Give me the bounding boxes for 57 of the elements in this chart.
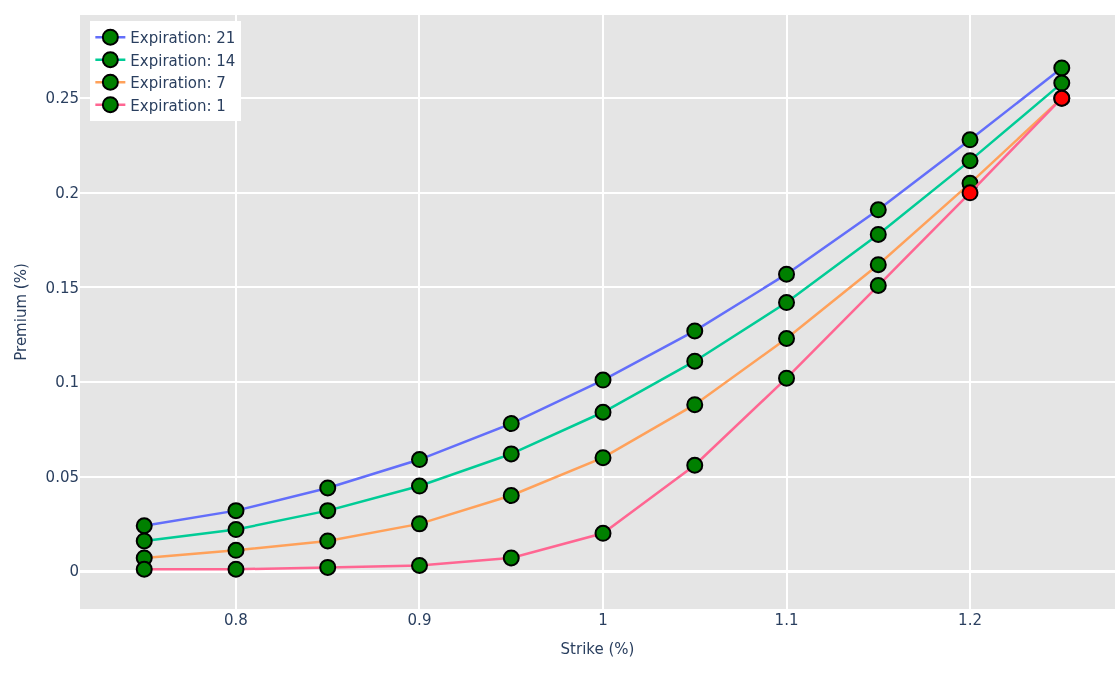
point	[869, 256, 887, 274]
point	[227, 541, 245, 559]
point	[411, 556, 428, 574]
point	[686, 396, 704, 414]
point	[319, 558, 337, 576]
point	[594, 403, 612, 421]
point	[961, 184, 979, 202]
point	[135, 517, 153, 535]
y-tick-label: 0.05	[45, 467, 79, 486]
point	[502, 445, 520, 463]
point	[961, 131, 979, 149]
legend-label: Expiration: 14	[130, 51, 236, 70]
legend-label: Expiration: 21	[130, 29, 236, 48]
point	[686, 352, 704, 370]
point	[778, 369, 796, 387]
point	[319, 479, 337, 497]
x-tick-label: 0.8	[224, 611, 248, 629]
x-tick-label: 1.1	[774, 611, 799, 629]
point	[319, 532, 337, 550]
point	[686, 456, 704, 474]
point	[961, 152, 979, 170]
point	[869, 201, 887, 219]
x-tick-label: 1.2	[958, 611, 982, 629]
point	[778, 329, 796, 347]
point	[227, 560, 245, 578]
point	[869, 225, 887, 243]
y-tick-label: 0	[69, 562, 79, 581]
point	[1053, 59, 1071, 77]
point	[411, 451, 428, 469]
x-tick-label: 1	[598, 611, 608, 629]
point	[135, 560, 153, 578]
point	[502, 415, 520, 433]
point	[227, 521, 245, 539]
point	[594, 371, 612, 389]
point	[594, 524, 612, 542]
point	[411, 515, 428, 533]
x-axis-title: Strike (%)	[560, 640, 635, 658]
point	[502, 549, 520, 567]
point	[778, 265, 796, 283]
point	[869, 277, 887, 295]
point	[502, 487, 520, 504]
point	[1053, 74, 1071, 92]
y-tick-label: 0.1	[55, 373, 79, 392]
y-tick-label: 0.15	[45, 278, 79, 297]
point	[686, 322, 704, 340]
point	[594, 449, 612, 467]
point	[319, 502, 337, 520]
x-tick-label: 0.9	[407, 611, 432, 629]
legend-label: Expiration: 7	[130, 74, 226, 93]
point	[227, 502, 245, 520]
legend-label: Expiration: 1	[130, 96, 226, 115]
point	[135, 532, 153, 550]
point	[411, 477, 428, 495]
point	[778, 294, 796, 312]
y-tick-label: 0.25	[45, 89, 79, 108]
y-axis-title: Premium (%)	[11, 263, 30, 361]
y-tick-label: 0.2	[55, 184, 79, 203]
